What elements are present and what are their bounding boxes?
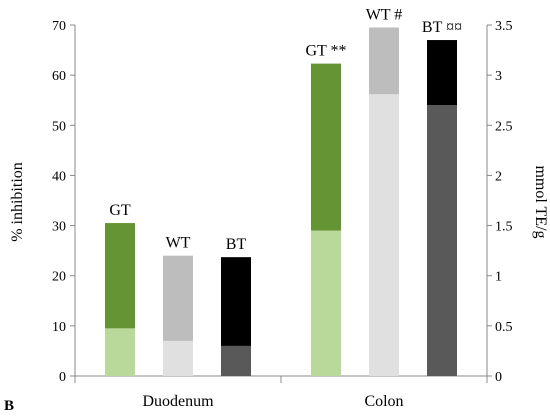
category-label: Colon: [364, 393, 403, 410]
right-y-axis: 0 0.5 1 1.5 2 2.5 3 3.5: [486, 19, 513, 385]
right-tick-label: 2: [495, 169, 502, 184]
right-tick-label: 2.5: [495, 119, 513, 134]
bar-lower-segment: [427, 105, 457, 376]
right-tick-label: 0.5: [495, 320, 513, 335]
bar-label: GT: [109, 202, 131, 219]
bar-upper-segment: [311, 63, 341, 231]
left-tick-label: 40: [52, 169, 66, 184]
left-y-axis: 0 10 20 30 40 50 60 70: [52, 19, 76, 385]
bar-label: BT: [226, 236, 247, 253]
bar-label: GT **: [305, 43, 346, 60]
bar-label: BT ¤¤: [422, 19, 462, 36]
bar-label: WT: [166, 235, 191, 252]
left-tick-label: 60: [52, 69, 66, 84]
bar-lower-segment: [221, 345, 251, 376]
x-axis: Duodenum Colon: [74, 375, 488, 410]
bar-label: WT #: [366, 7, 403, 24]
bar-lower-segment: [369, 94, 399, 376]
left-y-axis-title: % inhibition: [9, 162, 26, 242]
bar-upper-segment: [369, 27, 399, 95]
bar-upper-segment: [427, 40, 457, 106]
bars: GT WT BT GT ** WT # BT ¤¤: [105, 7, 462, 376]
bar-upper-segment: [163, 255, 193, 341]
right-tick-label: 1: [495, 270, 502, 285]
left-tick-label: 30: [52, 220, 66, 235]
left-tick-label: 70: [52, 19, 66, 34]
right-tick-label: 1.5: [495, 220, 513, 235]
right-y-axis-title: mmol TE/g: [532, 165, 549, 238]
bar-lower-segment: [105, 328, 135, 376]
bar-lower-segment: [311, 230, 341, 376]
left-tick-label: 50: [52, 119, 66, 134]
right-tick-label: 3: [495, 69, 502, 84]
category-label: Duodenum: [142, 393, 214, 410]
bar-upper-segment: [221, 257, 251, 346]
right-tick-label: 3.5: [495, 19, 513, 34]
bar-upper-segment: [105, 223, 135, 329]
right-tick-label: 0: [495, 370, 502, 385]
panel-label: B: [4, 398, 14, 414]
left-tick-label: 10: [52, 320, 66, 335]
bar-lower-segment: [163, 340, 193, 376]
left-tick-label: 20: [52, 270, 66, 285]
left-tick-label: 0: [59, 370, 66, 385]
